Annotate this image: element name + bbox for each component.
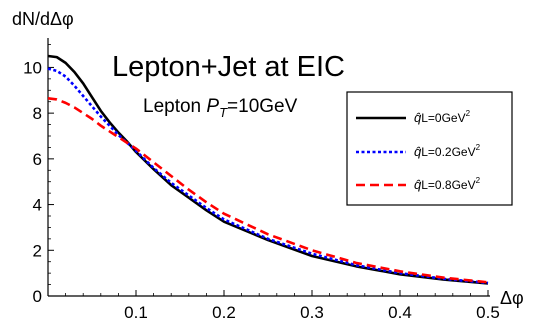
y-tick-label: 10 — [23, 58, 42, 77]
x-tick-label: 0.5 — [476, 303, 500, 322]
subtitle-suffix: =10GeV — [227, 96, 298, 117]
y-tick-label: 0 — [33, 287, 42, 306]
x-tick-label: 0.2 — [212, 303, 236, 322]
legend-label-1: q̂L=0.2GeV2 — [414, 143, 481, 159]
y-tick-label: 4 — [33, 196, 42, 215]
tick-labels: 0.1 0.2 0.3 0.4 0.5 0 2 4 6 8 10 — [23, 58, 500, 322]
chart-subtitle: Lepton PT=10GeV — [143, 96, 298, 120]
series-line-2 — [47, 97, 489, 284]
subtitle-prefix: Lepton — [143, 96, 206, 117]
x-axis-label: Δφ — [500, 288, 524, 308]
chart-title: Lepton+Jet at EIC — [112, 51, 345, 83]
curves — [47, 54, 489, 285]
y-tick-label: 2 — [33, 241, 42, 260]
x-tick-label: 0.1 — [124, 303, 148, 322]
x-tick-label: 0.4 — [388, 303, 412, 322]
legend-label-0: q̂L=0GeV2 — [414, 109, 471, 125]
y-tick-label: 8 — [33, 104, 42, 123]
y-axis-label: dN/dΔφ — [12, 9, 74, 29]
legend: q̂L=0GeV2 q̂L=0.2GeV2 q̂L=0.8GeV2 — [346, 91, 513, 206]
series-line-1 — [47, 67, 489, 285]
axes — [47, 38, 490, 297]
subtitle-variable: P — [206, 96, 219, 117]
legend-label-2: q̂L=0.8GeV2 — [414, 176, 481, 192]
x-tick-label: 0.3 — [300, 303, 324, 322]
subtitle-subscript: T — [219, 105, 228, 120]
series-line-0 — [47, 54, 489, 285]
y-tick-label: 6 — [33, 150, 42, 169]
